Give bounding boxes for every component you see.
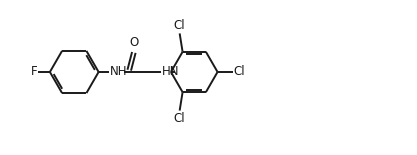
Text: Cl: Cl [174,19,186,32]
Text: F: F [31,65,38,78]
Text: Cl: Cl [234,65,245,78]
Text: Cl: Cl [174,112,186,125]
Text: HN: HN [162,65,179,78]
Text: O: O [130,36,139,49]
Text: NH: NH [110,65,127,78]
